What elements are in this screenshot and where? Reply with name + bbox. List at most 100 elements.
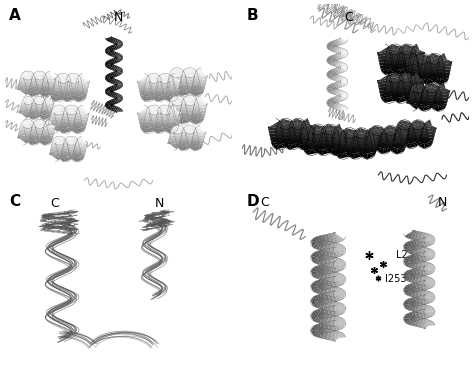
Polygon shape (408, 65, 422, 70)
Polygon shape (77, 76, 90, 81)
Polygon shape (186, 134, 198, 138)
Polygon shape (369, 131, 382, 136)
Polygon shape (438, 57, 452, 62)
Polygon shape (170, 133, 182, 137)
Polygon shape (435, 74, 449, 79)
Polygon shape (400, 127, 413, 131)
Polygon shape (63, 113, 76, 118)
Polygon shape (32, 76, 44, 80)
Polygon shape (68, 143, 79, 147)
Polygon shape (137, 78, 150, 82)
Polygon shape (195, 128, 206, 133)
Polygon shape (333, 272, 339, 283)
Polygon shape (335, 306, 343, 315)
Polygon shape (368, 134, 381, 139)
Polygon shape (105, 64, 111, 66)
Polygon shape (339, 77, 345, 83)
Polygon shape (334, 262, 346, 269)
Polygon shape (380, 144, 390, 154)
Polygon shape (108, 60, 112, 65)
Polygon shape (408, 92, 420, 103)
Polygon shape (412, 44, 425, 55)
Polygon shape (377, 74, 391, 81)
Polygon shape (69, 150, 81, 155)
Polygon shape (399, 78, 412, 83)
Polygon shape (426, 60, 440, 64)
Polygon shape (71, 125, 83, 130)
Polygon shape (117, 98, 122, 101)
Polygon shape (373, 133, 386, 137)
Polygon shape (403, 273, 414, 280)
Polygon shape (424, 68, 438, 73)
Polygon shape (327, 59, 334, 63)
Polygon shape (113, 106, 117, 111)
Polygon shape (425, 309, 433, 317)
Polygon shape (332, 83, 337, 89)
Polygon shape (424, 280, 430, 289)
Polygon shape (162, 89, 175, 94)
Polygon shape (393, 140, 405, 147)
Polygon shape (27, 109, 37, 113)
Polygon shape (170, 73, 182, 83)
Polygon shape (300, 133, 314, 138)
Polygon shape (177, 143, 188, 148)
Polygon shape (340, 66, 348, 70)
Polygon shape (300, 127, 313, 133)
Polygon shape (371, 126, 382, 135)
Polygon shape (395, 95, 409, 100)
Polygon shape (425, 280, 433, 288)
Polygon shape (161, 81, 173, 86)
Polygon shape (418, 310, 424, 320)
Polygon shape (415, 54, 428, 64)
Polygon shape (194, 76, 207, 80)
Polygon shape (107, 50, 112, 55)
Polygon shape (143, 125, 155, 131)
Polygon shape (335, 258, 342, 268)
Polygon shape (429, 56, 442, 62)
Polygon shape (64, 141, 75, 146)
Polygon shape (411, 302, 418, 312)
Polygon shape (404, 55, 418, 62)
Polygon shape (192, 140, 203, 144)
Polygon shape (139, 120, 152, 125)
Polygon shape (405, 259, 413, 267)
Polygon shape (29, 136, 41, 141)
Polygon shape (138, 80, 151, 85)
Polygon shape (417, 275, 423, 284)
Polygon shape (300, 129, 314, 134)
Polygon shape (54, 87, 66, 92)
Polygon shape (57, 74, 68, 83)
Polygon shape (423, 74, 437, 79)
Polygon shape (409, 316, 415, 325)
Polygon shape (335, 124, 347, 135)
Polygon shape (320, 264, 327, 275)
Polygon shape (164, 125, 176, 130)
Polygon shape (173, 75, 186, 79)
Polygon shape (425, 306, 432, 314)
Polygon shape (149, 108, 161, 113)
Polygon shape (49, 89, 62, 93)
Polygon shape (312, 124, 324, 135)
Polygon shape (117, 95, 122, 99)
Polygon shape (413, 63, 427, 68)
Polygon shape (412, 120, 423, 130)
Polygon shape (301, 132, 314, 136)
Polygon shape (335, 320, 343, 329)
Polygon shape (426, 120, 437, 130)
Text: D: D (246, 194, 259, 209)
Polygon shape (117, 98, 123, 100)
Polygon shape (167, 116, 181, 120)
Polygon shape (52, 144, 63, 148)
Polygon shape (34, 71, 44, 80)
Polygon shape (109, 37, 113, 42)
Text: C: C (344, 11, 353, 24)
Polygon shape (143, 92, 154, 101)
Polygon shape (331, 102, 337, 109)
Polygon shape (30, 86, 41, 90)
Polygon shape (175, 111, 188, 116)
Polygon shape (274, 141, 287, 147)
Polygon shape (378, 55, 392, 60)
Polygon shape (405, 273, 413, 281)
Polygon shape (331, 233, 338, 243)
Polygon shape (333, 291, 346, 299)
